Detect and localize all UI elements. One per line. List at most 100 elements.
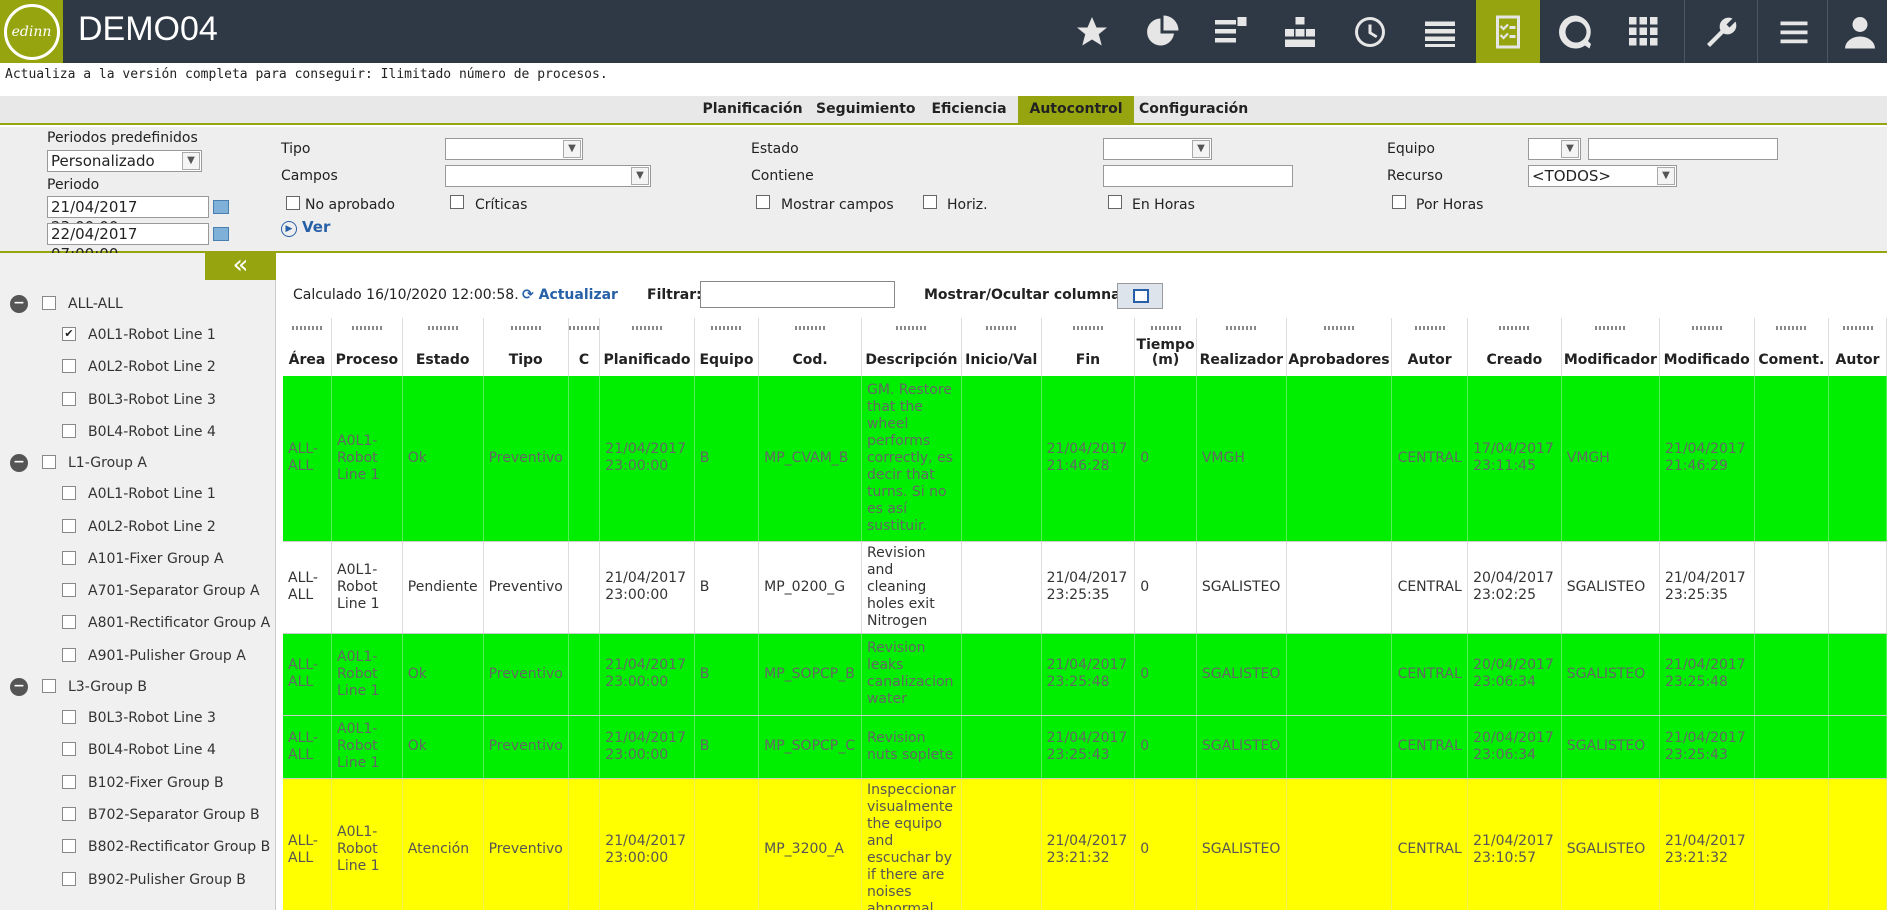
- star-icon[interactable]: [1060, 0, 1124, 63]
- tab-planificacion[interactable]: Planificación: [702, 101, 803, 117]
- tree-group-checkbox[interactable]: [42, 296, 56, 310]
- tree-item-label[interactable]: B902-Pulisher Group B: [88, 871, 246, 888]
- tab-seguimiento[interactable]: Seguimiento: [816, 101, 916, 117]
- drag-handle-icon[interactable]: [1776, 326, 1807, 330]
- tree-item-label[interactable]: B0L3-Robot Line 3: [88, 710, 216, 726]
- column-header[interactable]: Aprobadores: [1286, 318, 1393, 376]
- calendar-icon[interactable]: [213, 200, 229, 214]
- tree-item-checkbox[interactable]: [62, 359, 76, 374]
- checklist-icon[interactable]: [1476, 0, 1540, 63]
- estado-select[interactable]: ▼: [1103, 138, 1212, 160]
- hierarchy-icon[interactable]: [1268, 0, 1332, 63]
- tree-item-checkbox[interactable]: [62, 806, 76, 821]
- drag-handle-icon[interactable]: [1324, 326, 1354, 330]
- drag-handle-icon[interactable]: [1595, 326, 1626, 330]
- table-row[interactable]: ALL-ALL A0L1-Robot Line 1 Ok Preventivo 21/0…: [283, 633, 1887, 716]
- tree-item-label[interactable]: A0L1-Robot Line 1: [88, 486, 216, 503]
- tree-item-label[interactable]: A901-Pulisher Group A: [88, 647, 246, 664]
- app-logo[interactable]: edinn: [0, 0, 63, 63]
- tree-item-label[interactable]: B0L4-Robot Line 4: [88, 423, 216, 440]
- drag-handle-icon[interactable]: [986, 326, 1017, 330]
- drag-handle-icon[interactable]: [351, 326, 382, 330]
- tab-eficiencia[interactable]: Eficiencia: [931, 101, 1007, 117]
- tree-item-label[interactable]: B0L4-Robot Line 4: [88, 742, 216, 759]
- stack-icon[interactable]: [1408, 0, 1472, 63]
- tree-item-checkbox[interactable]: [62, 486, 76, 501]
- table-row[interactable]: ALL-ALL A0L1-Robot Line 1 Ok Preventivo 21/0…: [283, 715, 1887, 779]
- column-header[interactable]: Tiempo (m): [1134, 318, 1197, 376]
- tree-item-label[interactable]: A701-Separator Group A: [88, 583, 260, 600]
- drag-handle-icon[interactable]: [795, 326, 826, 330]
- tree-item-checkbox[interactable]: [62, 742, 76, 757]
- por-horas-checkbox[interactable]: [1392, 195, 1406, 209]
- tree-item-checkbox[interactable]: [62, 710, 76, 724]
- tree-item-label[interactable]: A801-Rectificator Group A: [88, 615, 271, 632]
- drag-handle-icon[interactable]: [510, 326, 541, 330]
- tree-item-checkbox[interactable]: [62, 550, 76, 565]
- column-header[interactable]: Tipo: [483, 318, 569, 376]
- clock-icon[interactable]: [1338, 0, 1402, 63]
- table-row[interactable]: ALL-ALL A0L1-Robot Line 1 Pendiente Prevent…: [283, 541, 1887, 634]
- tree-group-checkbox[interactable]: [42, 455, 56, 470]
- column-header[interactable]: Proceso: [331, 318, 403, 376]
- equipo-input[interactable]: [1588, 138, 1778, 160]
- tree-item-label[interactable]: A0L1-Robot Line 1: [88, 327, 216, 343]
- tree-item-label[interactable]: B802-Rectificator Group B: [88, 839, 271, 856]
- criticas-checkbox[interactable]: [450, 195, 464, 209]
- tree-group-label[interactable]: ALL-ALL: [68, 296, 123, 312]
- column-header[interactable]: Planificado: [599, 318, 695, 376]
- column-header[interactable]: Área: [283, 318, 333, 376]
- column-header[interactable]: Autor: [1828, 318, 1887, 376]
- tree-item-checkbox[interactable]: [62, 871, 76, 886]
- tree-item-checkbox[interactable]: [62, 391, 76, 406]
- recurso-select[interactable]: <TODOS> ▼: [1528, 165, 1677, 187]
- tree-item-checkbox[interactable]: ✔: [62, 327, 76, 341]
- tree-item-label[interactable]: B702-Separator Group B: [88, 806, 260, 823]
- contiene-input[interactable]: [1103, 165, 1293, 187]
- tree-item-label[interactable]: A0L2-Robot Line 2: [88, 359, 216, 376]
- mostrar-campos-checkbox[interactable]: [756, 195, 770, 209]
- calendar-icon[interactable]: [213, 227, 229, 241]
- tree-item-label[interactable]: B0L3-Robot Line 3: [88, 391, 216, 408]
- periodo-to-input[interactable]: 22/04/2017 07:00:00: [47, 223, 209, 263]
- tab-autocontrol[interactable]: Autocontrol: [1018, 96, 1134, 123]
- campos-select[interactable]: ▼: [445, 165, 651, 187]
- collapse-group-icon[interactable]: −: [10, 454, 28, 473]
- en-horas-checkbox[interactable]: [1108, 195, 1122, 209]
- drag-handle-icon[interactable]: [1499, 326, 1530, 330]
- collapse-group-icon[interactable]: −: [10, 295, 28, 313]
- columns-toggle-button[interactable]: [1117, 283, 1163, 309]
- drag-handle-icon[interactable]: [1150, 326, 1181, 330]
- column-header[interactable]: Equipo: [694, 318, 760, 376]
- drag-handle-icon[interactable]: [427, 326, 458, 330]
- column-header[interactable]: Autor: [1391, 318, 1469, 376]
- table-row[interactable]: ALL-ALL A0L1-Robot Line 1 Ok Preventivo 21/0…: [283, 376, 1887, 542]
- column-header[interactable]: Modificador: [1561, 318, 1661, 376]
- column-header[interactable]: Fin: [1041, 318, 1136, 376]
- tree-item-checkbox[interactable]: [62, 647, 76, 662]
- column-header[interactable]: C: [568, 318, 601, 376]
- user-icon[interactable]: [1833, 0, 1887, 63]
- collapse-group-icon[interactable]: −: [10, 678, 28, 696]
- column-header[interactable]: Realizador: [1196, 318, 1287, 376]
- column-header[interactable]: Modificado: [1659, 318, 1755, 376]
- drag-handle-icon[interactable]: [1414, 326, 1445, 330]
- tree-item-checkbox[interactable]: [62, 518, 76, 533]
- no-aprobado-checkbox[interactable]: [286, 196, 300, 210]
- drag-handle-icon[interactable]: [1072, 326, 1103, 330]
- column-header[interactable]: Coment.: [1754, 318, 1830, 376]
- tree-item-checkbox[interactable]: [62, 839, 76, 854]
- list-lock-icon[interactable]: [1198, 0, 1262, 63]
- drag-handle-icon[interactable]: [569, 326, 600, 330]
- drag-handle-icon[interactable]: [711, 326, 742, 330]
- pie-chart-icon[interactable]: [1130, 0, 1194, 63]
- refresh-button[interactable]: ⟳ Actualizar: [522, 287, 618, 303]
- table-row[interactable]: ALL-ALL A0L1-Robot Line 1 Atención Preventi…: [283, 778, 1887, 910]
- tree-group-checkbox[interactable]: [42, 679, 56, 693]
- tree-item-label[interactable]: A0L2-Robot Line 2: [88, 518, 216, 535]
- drag-handle-icon[interactable]: [896, 326, 927, 330]
- tree-item-checkbox[interactable]: [62, 423, 76, 438]
- drag-handle-icon[interactable]: [1691, 326, 1722, 330]
- tree-item-label[interactable]: B102-Fixer Group B: [88, 774, 224, 791]
- drag-handle-icon[interactable]: [632, 326, 663, 330]
